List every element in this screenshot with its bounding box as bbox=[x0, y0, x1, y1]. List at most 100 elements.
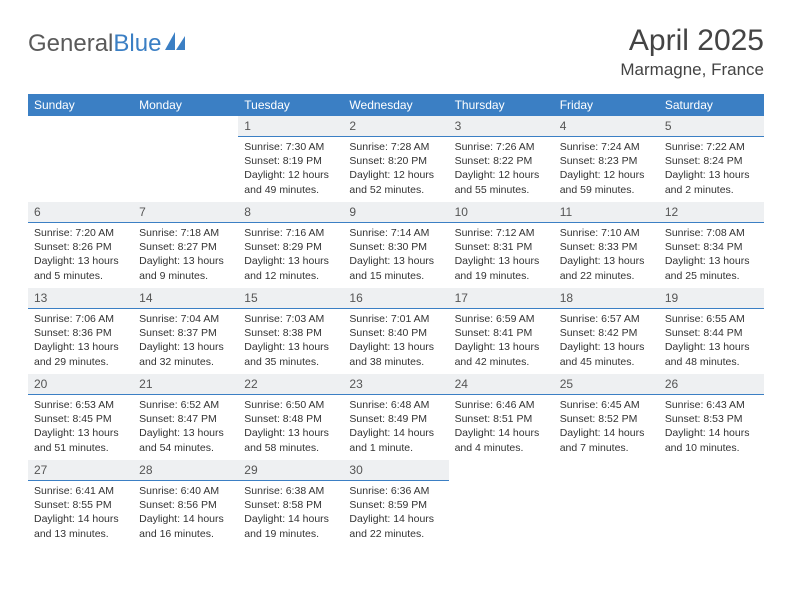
day-cell-6: 6Sunrise: 7:20 AMSunset: 8:26 PMDaylight… bbox=[28, 202, 133, 288]
sunrise-line: Sunrise: 7:26 AM bbox=[455, 140, 548, 154]
calendar-row: 13Sunrise: 7:06 AMSunset: 8:36 PMDayligh… bbox=[28, 288, 764, 374]
daylight-line: Daylight: 14 hours and 16 minutes. bbox=[139, 512, 232, 540]
sunrise-line: Sunrise: 7:12 AM bbox=[455, 226, 548, 240]
day-details: Sunrise: 6:41 AMSunset: 8:55 PMDaylight:… bbox=[28, 481, 133, 545]
day-number: 25 bbox=[554, 374, 659, 395]
sunrise-line: Sunrise: 7:04 AM bbox=[139, 312, 232, 326]
day-cell-17: 17Sunrise: 6:59 AMSunset: 8:41 PMDayligh… bbox=[449, 288, 554, 374]
sunset-line: Sunset: 8:34 PM bbox=[665, 240, 758, 254]
day-number: 22 bbox=[238, 374, 343, 395]
day-cell-9: 9Sunrise: 7:14 AMSunset: 8:30 PMDaylight… bbox=[343, 202, 448, 288]
calendar-row: 6Sunrise: 7:20 AMSunset: 8:26 PMDaylight… bbox=[28, 202, 764, 288]
title-block: April 2025 Marmagne, France bbox=[620, 24, 764, 80]
day-header-thursday: Thursday bbox=[449, 94, 554, 116]
day-details: Sunrise: 6:59 AMSunset: 8:41 PMDaylight:… bbox=[449, 309, 554, 373]
sunset-line: Sunset: 8:58 PM bbox=[244, 498, 337, 512]
day-cell-2: 2Sunrise: 7:28 AMSunset: 8:20 PMDaylight… bbox=[343, 116, 448, 202]
calendar-row: 27Sunrise: 6:41 AMSunset: 8:55 PMDayligh… bbox=[28, 460, 764, 546]
day-cell-24: 24Sunrise: 6:46 AMSunset: 8:51 PMDayligh… bbox=[449, 374, 554, 460]
day-number: 3 bbox=[449, 116, 554, 137]
daylight-line: Daylight: 12 hours and 59 minutes. bbox=[560, 168, 653, 196]
day-number: 4 bbox=[554, 116, 659, 137]
day-number: 30 bbox=[343, 460, 448, 481]
day-header-monday: Monday bbox=[133, 94, 238, 116]
day-number: 11 bbox=[554, 202, 659, 223]
sunrise-line: Sunrise: 7:20 AM bbox=[34, 226, 127, 240]
daylight-line: Daylight: 13 hours and 22 minutes. bbox=[560, 254, 653, 282]
daylight-line: Daylight: 13 hours and 5 minutes. bbox=[34, 254, 127, 282]
sunrise-line: Sunrise: 6:48 AM bbox=[349, 398, 442, 412]
sunset-line: Sunset: 8:24 PM bbox=[665, 154, 758, 168]
day-number: 5 bbox=[659, 116, 764, 137]
day-header-sunday: Sunday bbox=[28, 94, 133, 116]
empty-cell bbox=[133, 116, 238, 202]
day-number: 23 bbox=[343, 374, 448, 395]
sunrise-line: Sunrise: 7:24 AM bbox=[560, 140, 653, 154]
daylight-line: Daylight: 14 hours and 22 minutes. bbox=[349, 512, 442, 540]
day-number: 16 bbox=[343, 288, 448, 309]
day-header-wednesday: Wednesday bbox=[343, 94, 448, 116]
sunset-line: Sunset: 8:22 PM bbox=[455, 154, 548, 168]
day-cell-7: 7Sunrise: 7:18 AMSunset: 8:27 PMDaylight… bbox=[133, 202, 238, 288]
calendar-table: SundayMondayTuesdayWednesdayThursdayFrid… bbox=[28, 94, 764, 546]
sunrise-line: Sunrise: 7:06 AM bbox=[34, 312, 127, 326]
day-cell-30: 30Sunrise: 6:36 AMSunset: 8:59 PMDayligh… bbox=[343, 460, 448, 546]
sunrise-line: Sunrise: 7:10 AM bbox=[560, 226, 653, 240]
daylight-line: Daylight: 14 hours and 1 minute. bbox=[349, 426, 442, 454]
day-number: 12 bbox=[659, 202, 764, 223]
day-cell-13: 13Sunrise: 7:06 AMSunset: 8:36 PMDayligh… bbox=[28, 288, 133, 374]
day-cell-23: 23 Sunrise: 6:48 AMSunset: 8:49 PMDayligh… bbox=[343, 374, 448, 460]
sunset-line: Sunset: 8:53 PM bbox=[665, 412, 758, 426]
sunset-line: Sunset: 8:52 PM bbox=[560, 412, 653, 426]
sunrise-line: Sunrise: 6:46 AM bbox=[455, 398, 548, 412]
day-number: 13 bbox=[28, 288, 133, 309]
daylight-line: Daylight: 14 hours and 13 minutes. bbox=[34, 512, 127, 540]
sunset-line: Sunset: 8:29 PM bbox=[244, 240, 337, 254]
daylight-line: Daylight: 12 hours and 52 minutes. bbox=[349, 168, 442, 196]
day-details: Sunrise: 7:12 AMSunset: 8:31 PMDaylight:… bbox=[449, 223, 554, 287]
daylight-line: Daylight: 13 hours and 45 minutes. bbox=[560, 340, 653, 368]
day-details: Sunrise: 6:55 AMSunset: 8:44 PMDaylight:… bbox=[659, 309, 764, 373]
sunset-line: Sunset: 8:37 PM bbox=[139, 326, 232, 340]
day-cell-21: 21Sunrise: 6:52 AMSunset: 8:47 PMDayligh… bbox=[133, 374, 238, 460]
sunset-line: Sunset: 8:20 PM bbox=[349, 154, 442, 168]
sunset-line: Sunset: 8:49 PM bbox=[349, 412, 442, 426]
sunrise-line: Sunrise: 6:36 AM bbox=[349, 484, 442, 498]
sunrise-line: Sunrise: 7:08 AM bbox=[665, 226, 758, 240]
sunset-line: Sunset: 8:26 PM bbox=[34, 240, 127, 254]
daylight-line: Daylight: 13 hours and 51 minutes. bbox=[34, 426, 127, 454]
daylight-line: Daylight: 13 hours and 32 minutes. bbox=[139, 340, 232, 368]
day-number: 15 bbox=[238, 288, 343, 309]
day-details: Sunrise: 6:52 AMSunset: 8:47 PMDaylight:… bbox=[133, 395, 238, 459]
day-number: 29 bbox=[238, 460, 343, 481]
sunrise-line: Sunrise: 7:22 AM bbox=[665, 140, 758, 154]
day-header-friday: Friday bbox=[554, 94, 659, 116]
day-details: Sunrise: 7:06 AMSunset: 8:36 PMDaylight:… bbox=[28, 309, 133, 373]
daylight-line: Daylight: 13 hours and 19 minutes. bbox=[455, 254, 548, 282]
day-header-saturday: Saturday bbox=[659, 94, 764, 116]
day-details: Sunrise: 7:28 AMSunset: 8:20 PMDaylight:… bbox=[343, 137, 448, 201]
day-cell-11: 11Sunrise: 7:10 AMSunset: 8:33 PMDayligh… bbox=[554, 202, 659, 288]
sunset-line: Sunset: 8:19 PM bbox=[244, 154, 337, 168]
daylight-line: Daylight: 13 hours and 42 minutes. bbox=[455, 340, 548, 368]
sunset-line: Sunset: 8:47 PM bbox=[139, 412, 232, 426]
logo-sail-icon bbox=[165, 29, 185, 57]
month-title: April 2025 bbox=[620, 24, 764, 58]
day-cell-20: 20Sunrise: 6:53 AMSunset: 8:45 PMDayligh… bbox=[28, 374, 133, 460]
day-details: Sunrise: 7:16 AMSunset: 8:29 PMDaylight:… bbox=[238, 223, 343, 287]
day-header-row: SundayMondayTuesdayWednesdayThursdayFrid… bbox=[28, 94, 764, 116]
sunset-line: Sunset: 8:55 PM bbox=[34, 498, 127, 512]
day-details: Sunrise: 6:43 AMSunset: 8:53 PMDaylight:… bbox=[659, 395, 764, 459]
day-details: Sunrise: 7:08 AMSunset: 8:34 PMDaylight:… bbox=[659, 223, 764, 287]
day-details: Sunrise: 6:36 AMSunset: 8:59 PMDaylight:… bbox=[343, 481, 448, 545]
calendar-head: SundayMondayTuesdayWednesdayThursdayFrid… bbox=[28, 94, 764, 116]
day-details: Sunrise: 6:57 AMSunset: 8:42 PMDaylight:… bbox=[554, 309, 659, 373]
day-cell-15: 15Sunrise: 7:03 AMSunset: 8:38 PMDayligh… bbox=[238, 288, 343, 374]
sunrise-line: Sunrise: 6:40 AM bbox=[139, 484, 232, 498]
sunrise-line: Sunrise: 6:43 AM bbox=[665, 398, 758, 412]
day-details: Sunrise: 6:53 AMSunset: 8:45 PMDaylight:… bbox=[28, 395, 133, 459]
day-cell-26: 26Sunrise: 6:43 AMSunset: 8:53 PMDayligh… bbox=[659, 374, 764, 460]
day-number: 9 bbox=[343, 202, 448, 223]
daylight-line: Daylight: 13 hours and 35 minutes. bbox=[244, 340, 337, 368]
day-cell-1: 1Sunrise: 7:30 AMSunset: 8:19 PMDaylight… bbox=[238, 116, 343, 202]
